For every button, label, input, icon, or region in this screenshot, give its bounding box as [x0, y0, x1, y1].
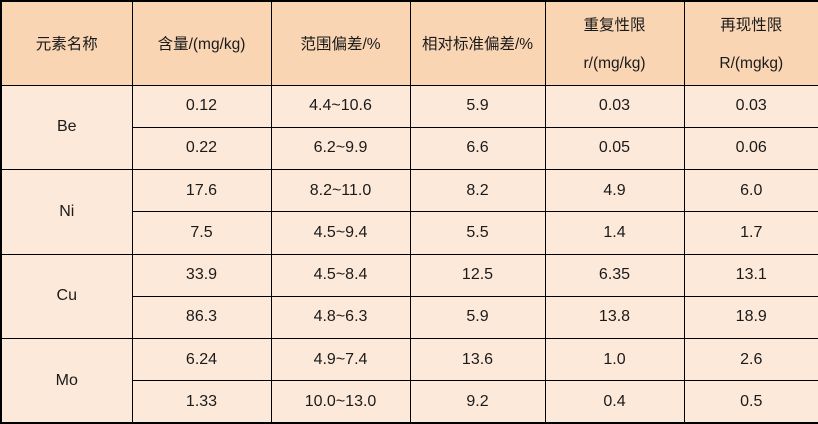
header-label: 范围偏差/%: [300, 36, 381, 54]
table-row: Mo 6.24 4.9~7.4 13.6 1.0 2.6: [0, 337, 818, 424]
repeatability-cell: 4.9: [544, 168, 685, 213]
rsd-cell: 5.9: [409, 295, 546, 340]
header-relative-standard-deviation: 相对标准偏差/%: [409, 0, 546, 86]
content-cell: 33.9: [131, 253, 272, 297]
range-deviation-cell: 4.8~6.3: [270, 295, 411, 340]
table-row: Be 0.12 4.4~10.6 5.9 0.03 0.03: [0, 84, 818, 170]
range-deviation-cell: 4.9~7.4: [270, 337, 411, 382]
reproducibility-cell: 6.0: [683, 168, 818, 213]
rsd-cell: 12.5: [409, 253, 546, 297]
content-cell: 86.3: [131, 295, 272, 340]
header-label-line2: R/(mgkg): [719, 55, 784, 73]
reproducibility-cell: 0.06: [683, 126, 818, 171]
rsd-cell: 9.2: [409, 380, 546, 424]
content-cell: 0.22: [131, 126, 272, 171]
repeatability-cell: 0.03: [544, 84, 685, 128]
element-name-cell: Mo: [0, 338, 133, 424]
header-range-deviation: 范围偏差/%: [270, 0, 411, 86]
rsd-cell: 5.9: [409, 84, 546, 128]
table-row: Cu 33.9 4.5~8.4 12.5 6.35 13.1: [0, 253, 818, 339]
content-cell: 6.24: [131, 337, 272, 382]
reproducibility-cell: 1.7: [683, 211, 818, 255]
reproducibility-cell: 0.03: [683, 84, 818, 128]
element-name-cell: Be: [0, 84, 133, 170]
reproducibility-cell: 2.6: [683, 337, 818, 382]
table-row: Ni 17.6 8.2~11.0 8.2 4.9 6.0: [0, 168, 818, 255]
repeatability-cell: 1.4: [544, 211, 685, 255]
content-cell: 0.12: [131, 84, 272, 128]
table-row: 7.5 4.5~9.4 5.5 1.4 1.7: [1, 211, 818, 255]
content-cell: 1.33: [131, 380, 272, 424]
repeatability-cell: 1.0: [544, 337, 685, 382]
table-header-row: 元素名称 含量/(mg/kg) 范围偏差/% 相对标准偏差/% 重复性限 r/(…: [0, 0, 818, 86]
reproducibility-cell: 0.5: [683, 380, 818, 424]
rsd-cell: 13.6: [409, 337, 546, 382]
range-deviation-cell: 4.5~9.4: [270, 211, 411, 255]
header-label-stack: 重复性限 r/(mg/kg): [546, 13, 683, 73]
header-label-stack: 再现性限 R/(mgkg): [685, 13, 818, 73]
content-cell: 17.6: [131, 168, 272, 213]
header-reproducibility-limit: 再现性限 R/(mgkg): [683, 0, 818, 86]
header-label: 相对标准偏差/%: [421, 36, 534, 54]
rsd-cell: 5.5: [409, 211, 546, 255]
header-content: 含量/(mg/kg): [131, 0, 272, 86]
element-name-cell: Ni: [0, 169, 133, 255]
rsd-cell: 8.2: [409, 168, 546, 213]
table-row: 86.3 4.8~6.3 5.9 13.8 18.9: [1, 295, 818, 340]
rsd-cell: 6.6: [409, 126, 546, 171]
header-label-line2: r/(mg/kg): [583, 55, 646, 73]
header-label-line1: 重复性限: [583, 17, 646, 35]
range-deviation-cell: 10.0~13.0: [270, 380, 411, 424]
table-body: Be 0.12 4.4~10.6 5.9 0.03 0.03 0.22 6.2~…: [0, 84, 818, 424]
header-repeatability-limit: 重复性限 r/(mg/kg): [544, 0, 685, 86]
header-label: 含量/(mg/kg): [157, 36, 246, 54]
content-cell: 7.5: [131, 211, 272, 255]
header-label: 元素名称: [35, 36, 98, 54]
repeatability-cell: 6.35: [544, 253, 685, 297]
range-deviation-cell: 4.5~8.4: [270, 253, 411, 297]
range-deviation-cell: 4.4~10.6: [270, 84, 411, 128]
table-row: 0.22 6.2~9.9 6.6 0.05 0.06: [1, 126, 818, 171]
table-row: 1.33 10.0~13.0 9.2 0.4 0.5: [1, 380, 818, 424]
header-label-line1: 再现性限: [720, 17, 783, 35]
range-deviation-cell: 8.2~11.0: [270, 168, 411, 213]
reproducibility-cell: 13.1: [683, 253, 818, 297]
element-name-cell: Cu: [0, 253, 133, 339]
repeatability-cell: 0.4: [544, 380, 685, 424]
repeatability-cell: 13.8: [544, 295, 685, 340]
reproducibility-cell: 18.9: [683, 295, 818, 340]
range-deviation-cell: 6.2~9.9: [270, 126, 411, 171]
header-element-name: 元素名称: [0, 0, 133, 86]
repeatability-cell: 0.05: [544, 126, 685, 171]
